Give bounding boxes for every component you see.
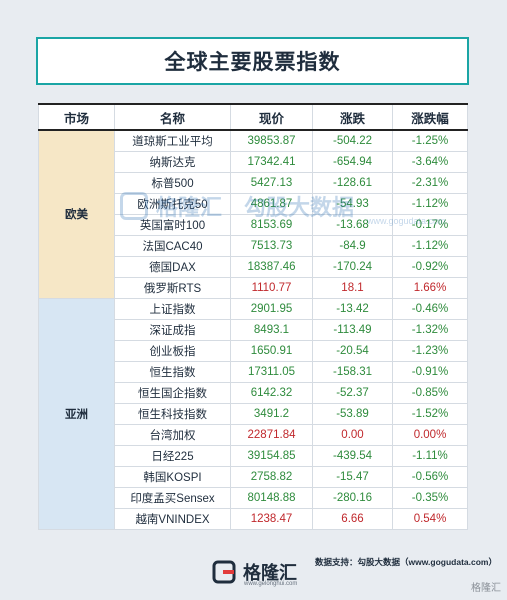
change-cell: -158.31 [313, 361, 393, 382]
price-cell: 2758.82 [231, 466, 313, 487]
change-cell: -170.24 [313, 256, 393, 277]
pct-cell: -0.46% [393, 298, 468, 319]
region-cell: 亚洲 [39, 298, 115, 529]
header-name: 名称 [115, 104, 231, 130]
pct-cell: -1.11% [393, 445, 468, 466]
price-cell: 1650.91 [231, 340, 313, 361]
pct-cell: 0.00% [393, 424, 468, 445]
index-name: 韩国KOSPI [115, 466, 231, 487]
change-cell: -20.54 [313, 340, 393, 361]
change-cell: -84.9 [313, 235, 393, 256]
price-cell: 22871.84 [231, 424, 313, 445]
header-market: 市场 [39, 104, 115, 130]
index-name: 深证成指 [115, 319, 231, 340]
header-pct: 涨跌幅 [393, 104, 468, 130]
region-cell: 欧美 [39, 130, 115, 298]
index-name: 欧洲斯托克50 [115, 193, 231, 214]
index-name: 道琼斯工业平均 [115, 130, 231, 151]
change-cell: -654.94 [313, 151, 393, 172]
change-cell: -54.93 [313, 193, 393, 214]
pct-cell: -0.85% [393, 382, 468, 403]
index-name: 英国富时100 [115, 214, 231, 235]
gelonghui-logo-icon [212, 560, 238, 584]
pct-cell: -0.92% [393, 256, 468, 277]
pct-cell: 1.66% [393, 277, 468, 298]
pct-cell: -0.35% [393, 487, 468, 508]
pct-cell: 0.54% [393, 508, 468, 529]
price-cell: 80148.88 [231, 487, 313, 508]
index-name: 法国CAC40 [115, 235, 231, 256]
index-name: 创业板指 [115, 340, 231, 361]
index-name: 德国DAX [115, 256, 231, 277]
change-cell: -113.49 [313, 319, 393, 340]
index-name: 印度孟买Sensex [115, 487, 231, 508]
index-name: 日经225 [115, 445, 231, 466]
price-cell: 4861.87 [231, 193, 313, 214]
header-change: 涨跌 [313, 104, 393, 130]
index-name: 标普500 [115, 172, 231, 193]
price-cell: 6142.32 [231, 382, 313, 403]
index-table: 市场 名称 现价 涨跌 涨跌幅 欧美 道琼斯工业平均 39853.87 -504.22… [38, 103, 468, 530]
price-cell: 8153.69 [231, 214, 313, 235]
pct-cell: -1.12% [393, 235, 468, 256]
price-cell: 39853.87 [231, 130, 313, 151]
page-title: 全球主要股票指数 [165, 46, 341, 76]
price-cell: 2901.95 [231, 298, 313, 319]
pct-cell: -0.56% [393, 466, 468, 487]
change-cell: -280.16 [313, 487, 393, 508]
title-box: 全球主要股票指数 [36, 37, 469, 85]
index-name: 俄罗斯RTS [115, 277, 231, 298]
table-row: 亚洲 上证指数 2901.95 -13.42 -0.46% [39, 298, 468, 319]
change-cell: 6.66 [313, 508, 393, 529]
price-cell: 17311.05 [231, 361, 313, 382]
pct-cell: -0.17% [393, 214, 468, 235]
corner-watermark: 格隆汇 [471, 579, 501, 594]
change-cell: 0.00 [313, 424, 393, 445]
pct-cell: -1.32% [393, 319, 468, 340]
footer-logo: 格隆汇 www.gelonghui.com [212, 559, 297, 585]
price-cell: 17342.41 [231, 151, 313, 172]
index-name: 恒生国企指数 [115, 382, 231, 403]
pct-cell: -2.31% [393, 172, 468, 193]
price-cell: 1238.47 [231, 508, 313, 529]
change-cell: -13.68 [313, 214, 393, 235]
pct-cell: -1.12% [393, 193, 468, 214]
change-cell: -15.47 [313, 466, 393, 487]
price-cell: 3491.2 [231, 403, 313, 424]
data-source: 数据支持：勾股大数据（www.gogudata.com） [315, 556, 497, 568]
change-cell: -52.37 [313, 382, 393, 403]
change-cell: -53.89 [313, 403, 393, 424]
index-name: 恒生科技指数 [115, 403, 231, 424]
table-header-row: 市场 名称 现价 涨跌 涨跌幅 [39, 104, 468, 130]
index-name: 纳斯达克 [115, 151, 231, 172]
index-name: 恒生指数 [115, 361, 231, 382]
price-cell: 8493.1 [231, 319, 313, 340]
price-cell: 18387.46 [231, 256, 313, 277]
change-cell: -13.42 [313, 298, 393, 319]
index-name: 台湾加权 [115, 424, 231, 445]
index-name: 上证指数 [115, 298, 231, 319]
price-cell: 7513.73 [231, 235, 313, 256]
table-row: 欧美 道琼斯工业平均 39853.87 -504.22 -1.25% [39, 130, 468, 151]
change-cell: -128.61 [313, 172, 393, 193]
change-cell: -439.54 [313, 445, 393, 466]
pct-cell: -0.91% [393, 361, 468, 382]
pct-cell: -1.23% [393, 340, 468, 361]
pct-cell: -3.64% [393, 151, 468, 172]
table-body: 欧美 道琼斯工业平均 39853.87 -504.22 -1.25% 纳斯达克 17342.… [39, 130, 468, 529]
price-cell: 1110.77 [231, 277, 313, 298]
index-name: 越南VNINDEX [115, 508, 231, 529]
pct-cell: -1.25% [393, 130, 468, 151]
price-cell: 39154.85 [231, 445, 313, 466]
footer-logo-url: www.gelonghui.com [244, 581, 297, 587]
header-price: 现价 [231, 104, 313, 130]
price-cell: 5427.13 [231, 172, 313, 193]
change-cell: 18.1 [313, 277, 393, 298]
pct-cell: -1.52% [393, 403, 468, 424]
change-cell: -504.22 [313, 130, 393, 151]
